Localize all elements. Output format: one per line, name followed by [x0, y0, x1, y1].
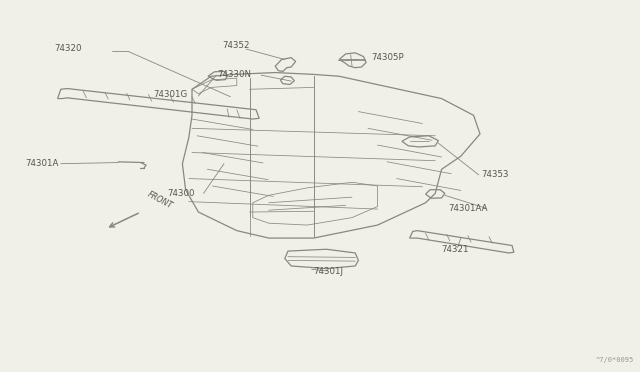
Text: 74301J: 74301J	[314, 267, 344, 276]
Text: 74305P: 74305P	[371, 53, 404, 62]
Text: 74300: 74300	[168, 189, 195, 198]
Text: FRONT: FRONT	[146, 189, 174, 210]
Text: 74320: 74320	[54, 44, 82, 53]
Text: 74352: 74352	[223, 41, 250, 50]
Text: ^7/0*0095: ^7/0*0095	[595, 357, 634, 363]
Text: 74321: 74321	[442, 245, 469, 254]
Text: 74330N: 74330N	[218, 70, 252, 79]
Text: 74353: 74353	[481, 170, 509, 179]
Text: 74301AA: 74301AA	[448, 204, 488, 213]
Text: 74301A: 74301A	[26, 159, 59, 168]
Text: 74301G: 74301G	[154, 90, 188, 99]
